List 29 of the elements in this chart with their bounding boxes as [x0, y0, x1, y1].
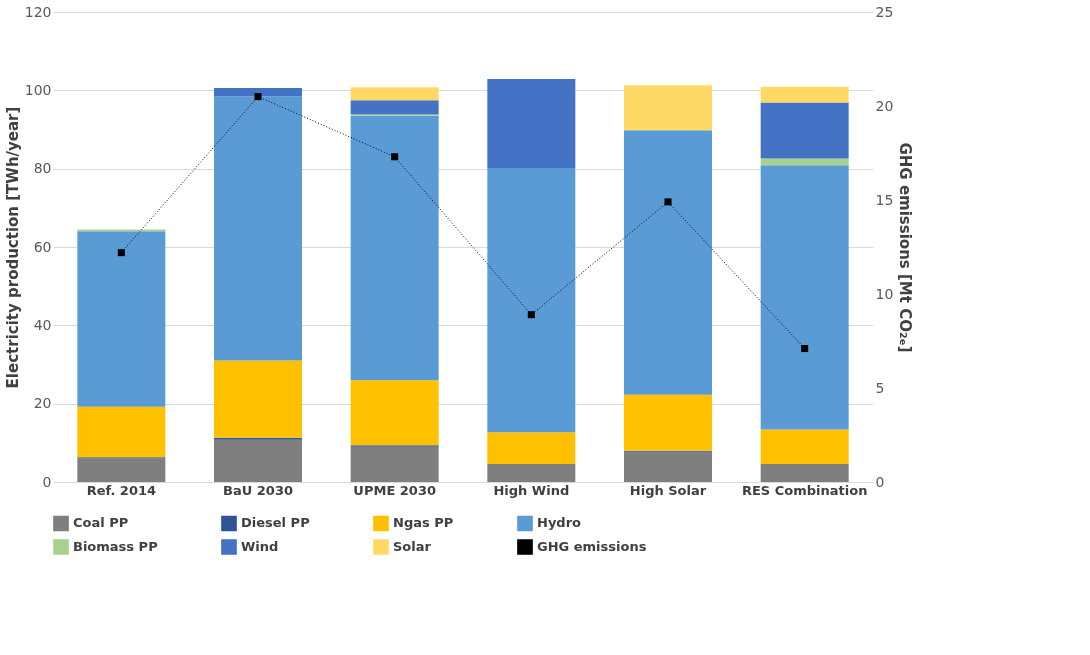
- y2-tick-label: 10: [875, 285, 894, 302]
- x-tick-label: High Wind: [493, 482, 570, 498]
- legend-label: Ngas PP: [393, 515, 454, 531]
- legend-label: Coal PP: [73, 515, 129, 531]
- legend-label: Biomass PP: [73, 539, 158, 554]
- y-tick-label: 60: [33, 238, 52, 255]
- x-tick-label: Ref. 2014: [86, 482, 157, 498]
- legend-label: GHG emissions: [537, 539, 647, 554]
- x-tick-label: BaU 2030: [223, 482, 293, 498]
- y-tick-label: 0: [42, 473, 52, 490]
- y-axis-title: Electricity production [TWh/year]: [3, 106, 22, 389]
- y2-tick-label: 20: [875, 97, 894, 114]
- legend-label: Hydro: [537, 515, 582, 531]
- y-tick-label: 80: [33, 160, 52, 177]
- y2-tick-label: 25: [875, 3, 894, 20]
- legend-label: Solar: [393, 539, 432, 554]
- y-tick-label: 20: [33, 395, 52, 412]
- y-tick-label: 40: [33, 316, 52, 333]
- y2-tick-label: 15: [875, 191, 894, 208]
- legend-label: Wind: [241, 539, 279, 554]
- y2-tick-label: 0: [875, 473, 885, 490]
- y2-tick-label: 5: [875, 379, 885, 396]
- y2-axis-title: GHG emissions [Mt CO₂ₑ]: [896, 142, 915, 353]
- y-tick-label: 100: [24, 81, 52, 98]
- x-tick-label: UPME 2030: [353, 482, 436, 498]
- x-tick-label: RES Combination: [741, 482, 868, 498]
- y-tick-label: 120: [24, 3, 52, 20]
- legend-label: Diesel PP: [241, 515, 310, 531]
- x-tick-label: High Solar: [629, 482, 707, 498]
